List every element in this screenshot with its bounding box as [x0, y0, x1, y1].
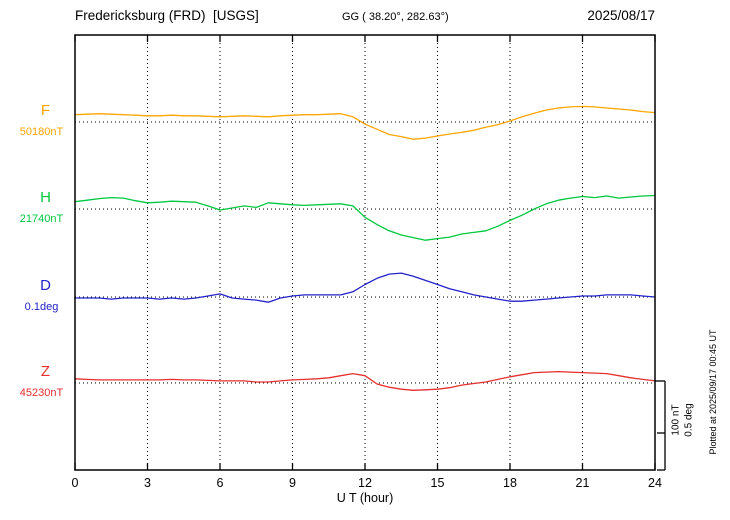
geographic-coords: GG ( 38.20°, 282.63°) [342, 11, 449, 23]
series-letter-Z: Z [40, 363, 51, 380]
x-tick-label-21: 21 [575, 476, 590, 490]
x-tick-label-15: 15 [430, 476, 445, 490]
series-letter-D: D [40, 277, 51, 294]
series-baseline-label-F: 50180nT [19, 126, 64, 138]
scale-bar [655, 380, 666, 471]
station-title: Fredericksburg (FRD) [USGS] [75, 8, 259, 23]
plot-date: 2025/08/17 [587, 8, 655, 23]
x-tick-label-3: 3 [144, 476, 151, 490]
x-tick-label-6: 6 [216, 476, 224, 490]
x-axis-title: U T (hour) [336, 491, 394, 505]
trace-Z [74, 370, 656, 391]
scale-bar-label-deg: 0.5 deg [683, 403, 695, 437]
x-tick-label-24: 24 [648, 476, 662, 490]
x-tick-label-9: 9 [289, 476, 296, 490]
series-baseline-label-D: 0.1deg [24, 301, 59, 313]
x-tick-label-12: 12 [358, 476, 372, 490]
plotted-timestamp-note: Plotted at 2025/09/17 00:45 UT [708, 329, 718, 455]
x-tick-label-18: 18 [503, 476, 517, 490]
series-baseline-label-H: 21740nT [19, 213, 64, 225]
trace-H [74, 194, 656, 241]
traces [74, 105, 656, 391]
x-tick-label-0: 0 [71, 476, 79, 490]
scale-bar-label-nt: 100 nT [670, 404, 682, 436]
gridlines [74, 35, 656, 470]
trace-D [74, 272, 656, 303]
series-letter-H: H [40, 189, 51, 206]
plot-frame [74, 34, 656, 471]
series-letter-F: F [40, 102, 51, 119]
trace-F [74, 105, 656, 140]
series-baseline-label-Z: 45230nT [19, 387, 64, 399]
